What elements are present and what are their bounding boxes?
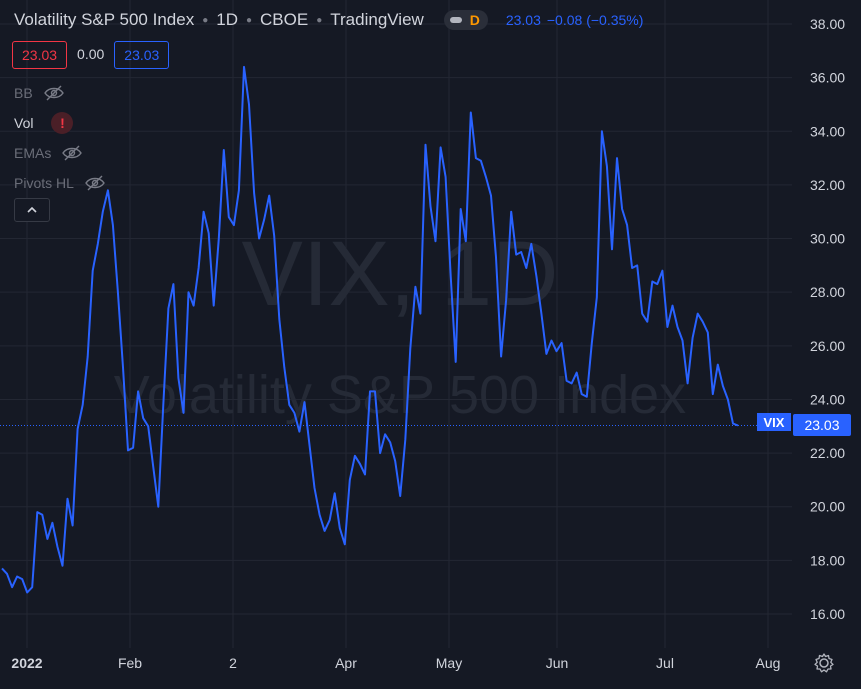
x-tick-label: Aug <box>756 655 781 671</box>
market-status-pill[interactable]: D <box>443 10 488 30</box>
exchange-label: CBOE <box>260 10 309 29</box>
watermark-name: Volatility S&P 500 Index <box>114 365 686 425</box>
x-axis[interactable]: 2022 Feb 2 Apr May Jun Jul Aug <box>11 655 780 671</box>
y-tick-label: 22.00 <box>810 445 845 461</box>
separator-dot: ● <box>202 14 209 26</box>
eye-off-icon[interactable] <box>61 144 83 162</box>
status-indicator-icon <box>449 17 462 23</box>
buy-price-button[interactable]: 23.03 <box>114 41 170 69</box>
indicator-label: BB <box>14 85 33 101</box>
y-tick-label: 36.00 <box>810 70 845 86</box>
y-tick-label: 30.00 <box>810 231 845 247</box>
gear-icon[interactable] <box>812 651 836 675</box>
delayed-badge: D <box>465 12 484 28</box>
x-tick-label: Feb <box>118 655 142 671</box>
indicator-label: Vol <box>14 115 34 131</box>
sell-price-button[interactable]: 23.03 <box>12 41 68 69</box>
chevron-up-icon <box>27 206 37 213</box>
y-tick-label: 38.00 <box>810 16 845 32</box>
series-line-vix[interactable] <box>1 65 739 594</box>
y-axis[interactable]: 16.00 18.00 20.00 22.00 24.00 26.00 28.00 30.00… <box>810 16 845 622</box>
indicator-legend: BB Vol ! EMAs Pivots HL <box>14 78 106 198</box>
source-label: TradingView <box>330 10 424 29</box>
y-tick-label: 32.00 <box>810 177 845 193</box>
symbol-price-tag: VIX <box>757 413 791 431</box>
last-price: 23.03 <box>505 12 541 28</box>
last-price-axis-label: 23.03 <box>793 414 851 436</box>
interval-label[interactable]: 1D <box>216 10 238 29</box>
indicator-emas[interactable]: EMAs <box>14 138 106 168</box>
x-tick-label: 2022 <box>11 655 42 671</box>
chart-grid <box>0 0 792 648</box>
x-tick-label: Apr <box>335 655 357 671</box>
y-tick-label: 34.00 <box>810 123 845 139</box>
watermark-symbol: VIX, 1D <box>241 223 558 325</box>
indicator-label: EMAs <box>14 145 52 161</box>
indicator-label: Pivots HL <box>14 175 74 191</box>
eye-off-icon[interactable] <box>84 174 106 192</box>
trade-price-boxes: 23.03 0.00 23.03 <box>12 41 170 69</box>
eye-off-icon[interactable] <box>43 84 65 102</box>
separator-dot: ● <box>316 14 323 26</box>
indicator-vol[interactable]: Vol ! <box>14 108 106 138</box>
spread-value: 0.00 <box>77 46 105 62</box>
x-tick-label: Jun <box>546 655 569 671</box>
y-tick-label: 16.00 <box>810 606 845 622</box>
x-tick-label: 2 <box>229 655 237 671</box>
y-tick-label: 28.00 <box>810 284 845 300</box>
separator-dot: ● <box>245 14 253 26</box>
y-tick-label: 20.00 <box>810 499 845 515</box>
indicator-bb[interactable]: BB <box>14 78 106 108</box>
chart-header: Volatility S&P 500 Index ● 1D ● CBOE ● T… <box>14 10 643 30</box>
y-tick-label: 18.00 <box>810 552 845 568</box>
error-icon[interactable]: ! <box>51 112 74 134</box>
x-tick-label: Jul <box>656 655 674 671</box>
y-tick-label: 24.00 <box>810 391 845 407</box>
y-tick-label: 26.00 <box>810 338 845 354</box>
symbol-title[interactable]: Volatility S&P 500 Index <box>14 10 195 29</box>
x-tick-label: May <box>436 655 462 671</box>
indicator-pivots-hl[interactable]: Pivots HL <box>14 168 106 198</box>
collapse-legend-button[interactable] <box>14 198 50 222</box>
price-change: −0.08 (−0.35%) <box>546 12 644 28</box>
